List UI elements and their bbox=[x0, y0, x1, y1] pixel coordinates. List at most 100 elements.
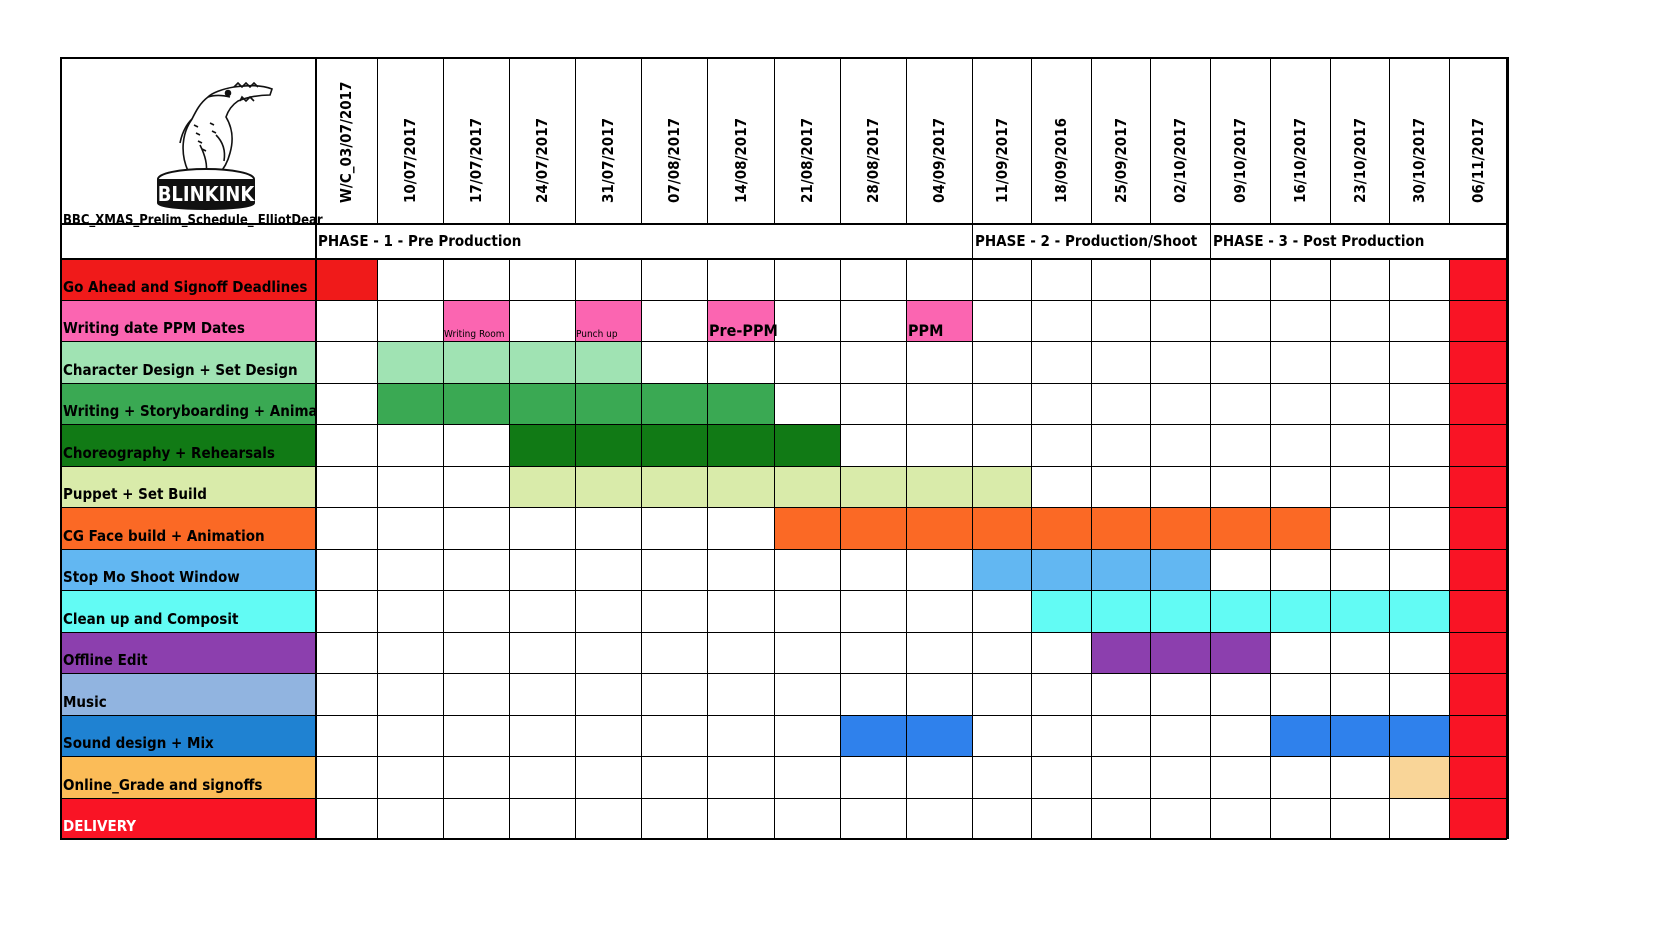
column-divider bbox=[906, 258, 907, 839]
task-label: Writing + Storyboarding + Animatic bbox=[60, 382, 315, 424]
task-label: Go Ahead and Signoff Deadlines bbox=[60, 258, 315, 300]
week-date-label: 06/11/2017 bbox=[1469, 118, 1487, 203]
phase-label: PHASE - 1 - Pre Production bbox=[318, 231, 522, 250]
column-divider bbox=[509, 258, 510, 839]
week-header-cell: 10/07/2017 bbox=[377, 57, 443, 223]
phase-label: PHASE - 3 - Post Production bbox=[1213, 231, 1425, 250]
week-header-cell: 23/10/2017 bbox=[1330, 57, 1389, 223]
column-divider bbox=[1449, 57, 1450, 223]
week-header-cell: 21/08/2017 bbox=[774, 57, 840, 223]
gantt-bar bbox=[509, 424, 840, 466]
row-divider bbox=[60, 673, 1507, 674]
column-divider bbox=[1091, 57, 1092, 223]
column-divider bbox=[1091, 258, 1092, 839]
week-header-cell: 04/09/2017 bbox=[906, 57, 972, 223]
column-divider bbox=[377, 258, 378, 839]
row-divider bbox=[60, 507, 1507, 508]
bar-note: Writing Room bbox=[444, 329, 505, 340]
gantt-bar bbox=[1091, 631, 1270, 673]
column-divider bbox=[1031, 57, 1032, 223]
row-divider bbox=[60, 382, 1507, 384]
week-header-cell: 28/08/2017 bbox=[840, 57, 906, 223]
row-divider bbox=[60, 590, 1507, 591]
column-divider bbox=[641, 57, 642, 223]
bar-note: Punch up bbox=[576, 329, 618, 340]
logo-wordmark: BLINKINK bbox=[158, 182, 256, 206]
week-header-cell: 16/10/2017 bbox=[1270, 57, 1330, 223]
week-date-label: 30/10/2017 bbox=[1410, 118, 1428, 203]
week-date-label: 23/10/2017 bbox=[1350, 118, 1369, 203]
week-header-cell: 31/07/2017 bbox=[575, 57, 641, 223]
table-border-left bbox=[60, 57, 62, 839]
gantt-bar bbox=[1270, 714, 1449, 756]
gantt-bar: Pre-PPM bbox=[707, 299, 778, 341]
column-divider bbox=[443, 57, 444, 223]
week-date-label: 18/09/2016 bbox=[1052, 118, 1070, 203]
bar-note: Pre-PPM bbox=[709, 321, 778, 340]
row-divider bbox=[60, 714, 1507, 716]
column-divider bbox=[1270, 57, 1271, 223]
column-divider bbox=[1210, 223, 1211, 258]
column-divider bbox=[575, 57, 576, 223]
task-label: DELIVERY bbox=[60, 797, 315, 839]
column-divider bbox=[1150, 258, 1151, 839]
phase-label: PHASE - 2 - Production/Shoot bbox=[975, 231, 1198, 250]
gantt-bar: PPM bbox=[906, 299, 972, 341]
week-date-label: 28/08/2017 bbox=[864, 118, 882, 203]
week-header-cell: 24/07/2017 bbox=[509, 57, 575, 223]
task-label: Puppet + Set Build bbox=[60, 465, 315, 507]
week-date-label: W/C_03/07/2017 bbox=[337, 81, 355, 203]
row-divider bbox=[60, 631, 1507, 633]
column-divider bbox=[315, 57, 317, 839]
column-divider bbox=[509, 57, 510, 223]
title-block: BLINKINK BBC_XMAS_Prelim_Schedule_ Ellio… bbox=[60, 57, 335, 234]
schedule-table: BLINKINK BBC_XMAS_Prelim_Schedule_ Ellio… bbox=[60, 57, 1604, 889]
header-divider bbox=[60, 223, 1507, 225]
week-date-label: 11/09/2017 bbox=[992, 118, 1011, 203]
column-divider bbox=[1449, 258, 1450, 839]
gantt-bar bbox=[509, 465, 1031, 507]
table-border-bottom bbox=[60, 838, 1507, 840]
week-header-cell: 14/08/2017 bbox=[707, 57, 774, 223]
week-header-cell: 25/09/2017 bbox=[1091, 57, 1150, 223]
phase-divider bbox=[60, 258, 1507, 260]
column-divider bbox=[1150, 57, 1151, 223]
row-divider bbox=[60, 424, 1507, 425]
column-divider bbox=[840, 57, 841, 223]
week-header-cell: 09/10/2017 bbox=[1210, 57, 1270, 223]
column-divider bbox=[774, 57, 775, 223]
week-date-label: 04/09/2017 bbox=[930, 118, 948, 203]
column-divider bbox=[972, 223, 973, 258]
column-divider bbox=[575, 258, 576, 839]
gantt-bar bbox=[774, 507, 1330, 549]
week-header-cell: 11/09/2017 bbox=[972, 57, 1031, 223]
week-date-label: 10/07/2017 bbox=[401, 118, 419, 203]
gantt-bar bbox=[1031, 590, 1449, 632]
week-date-label: 16/10/2017 bbox=[1291, 118, 1309, 203]
week-header-cell: 30/10/2017 bbox=[1389, 57, 1449, 223]
task-label: Sound design + Mix bbox=[60, 714, 315, 756]
row-divider bbox=[60, 797, 1507, 799]
task-label: Stop Mo Shoot Window bbox=[60, 548, 315, 590]
document-title: BBC_XMAS_Prelim_Schedule_ ElliotDear bbox=[63, 213, 323, 228]
task-label: CG Face build + Animation bbox=[60, 507, 315, 549]
column-divider bbox=[774, 258, 775, 839]
task-label: Writing date PPM Dates bbox=[60, 299, 315, 341]
week-date-label: 09/10/2017 bbox=[1231, 118, 1249, 203]
column-divider bbox=[1210, 57, 1211, 223]
week-header-cell: 06/11/2017 bbox=[1449, 57, 1507, 223]
column-divider bbox=[377, 57, 378, 223]
task-label: Music bbox=[60, 673, 315, 715]
column-divider bbox=[1330, 258, 1331, 839]
row-divider bbox=[60, 299, 1507, 301]
row-divider bbox=[60, 341, 1507, 342]
column-divider bbox=[840, 258, 841, 839]
week-header-cell: 18/09/2016 bbox=[1031, 57, 1091, 223]
column-divider bbox=[906, 57, 907, 223]
task-label: Offline Edit bbox=[60, 631, 315, 673]
week-date-label: 21/08/2017 bbox=[798, 118, 816, 203]
column-divider bbox=[1389, 258, 1390, 839]
week-header-cell: W/C_03/07/2017 bbox=[315, 57, 377, 223]
gantt-bar bbox=[315, 258, 377, 300]
task-label: Clean up and Composit bbox=[60, 590, 315, 632]
